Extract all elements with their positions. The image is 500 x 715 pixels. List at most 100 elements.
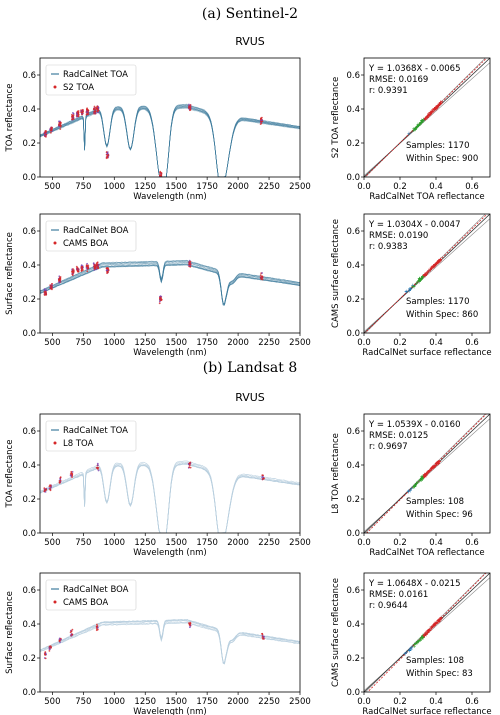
spectrum-line [40,107,300,177]
x-tick-label: 0.4 [429,538,443,548]
scatter-point: + [435,461,439,467]
spectrum-line [40,263,300,306]
sample-count-text: Samples: 108 [406,656,464,666]
y-axis-label: TOA reflectance [5,84,15,153]
y-tick-label: 0.6 [346,586,360,596]
band-sample-point [59,121,62,124]
band-sample-point [262,474,264,477]
scatter-point: + [426,629,430,635]
y-tick-label: 0.6 [346,427,360,437]
x-tick-label: 0.6 [465,538,479,548]
band-sample-point [44,657,47,660]
sample-count-text: Samples: 108 [406,497,464,507]
scatter-point: + [435,461,439,467]
scatter-point: + [430,626,434,632]
scatter-point: + [421,474,425,480]
band-sample-point [188,624,191,626]
scatter-point: + [433,106,437,112]
scatter-point: + [431,109,435,115]
x-tick-label: 1250 [134,538,156,548]
scatter-point: + [413,127,417,133]
band-sample-point [81,113,83,116]
band-sample-point [86,270,89,273]
band-sample-point [87,111,89,114]
spectrum-line [40,263,300,306]
scatter-point: + [422,633,426,639]
scatter-point: + [424,632,428,638]
band-sample-point [71,118,73,121]
x-tick-label: 0.2 [393,697,407,707]
scatter-point: + [432,264,436,270]
section-b-site: RVUS [235,391,265,404]
scatter-point: + [438,617,442,623]
scatter-point: + [420,275,424,281]
y-tick-label: 0.6 [22,586,36,596]
band-sample-point [76,269,79,272]
scatter-point: + [432,107,436,113]
spectrum-line [40,106,300,177]
scatter-point: + [431,264,435,270]
scatter-point: + [429,112,433,118]
scatter-point: + [423,474,427,480]
scatter-point: + [407,489,411,495]
y-axis-label: Surface reflectance [5,591,15,674]
scatter-point: + [434,621,438,627]
scatter-point: + [417,277,421,283]
x-tick-label: 2000 [227,697,249,707]
scatter-point: + [424,632,428,638]
legend-marker-sensor [53,441,57,445]
y-tick-label: 0.6 [22,71,36,81]
scatter-point: + [428,628,432,634]
scatter-point: + [426,629,430,635]
scatter-point: + [421,635,425,641]
scatter-point: + [439,615,443,621]
scatter-point: + [424,116,428,122]
band-sample-point [43,487,46,490]
legend-entry: CAMS BOA [63,239,108,249]
scatter-point: + [411,284,415,290]
sample-count-text: Within Spec: 860 [406,310,478,320]
x-tick-label: 1250 [134,182,156,192]
spectrum-line [40,103,300,177]
spectrum-line [40,619,300,664]
x-tick-label: 0.0 [357,697,371,707]
scatter-point: + [429,110,433,116]
scatter-point: + [428,112,432,118]
scatter-point: + [419,478,423,484]
band-sample-point [48,648,51,650]
band-sample-point [189,621,192,624]
scatter-point: + [408,647,412,653]
scatter-point: + [437,617,441,623]
scatter-point: + [416,122,420,128]
scatter-point: + [425,471,429,477]
spectrum-line [40,105,300,177]
y-tick-label: 0.4 [22,461,36,471]
y-tick-label: 0.0 [346,173,360,183]
scatter-point: + [419,277,423,283]
band-sample-point [72,112,74,114]
x-tick-label: 2250 [258,538,280,548]
scatter-point: + [439,616,443,622]
fit-stat-text: r: 0.9383 [369,242,408,252]
scatter-point: + [411,485,415,491]
x-axis-label: Wavelength (nm) [133,548,206,558]
scatter-point: + [430,465,434,471]
band-sample-point [160,178,162,180]
band-sample-point [48,645,51,648]
x-tick-label: 0.4 [429,697,443,707]
x-axis-label: Wavelength (nm) [133,348,206,358]
spectrum-line [40,106,300,177]
fit-stat-text: Y = 1.0304X - 0.0047 [368,220,461,230]
spectrum-line [40,261,300,305]
scatter-point: + [426,113,430,119]
band-sample-point [44,651,47,653]
scatter-point: + [437,259,441,265]
spectrum-line [40,263,300,305]
scatter-point: + [433,464,437,470]
scatter-point: + [430,109,434,115]
band-sample-point [160,298,163,301]
scatter-point: + [407,131,411,137]
scatter-point: + [425,114,429,120]
scatter-point: + [434,261,438,267]
scatter-point: + [424,632,428,638]
